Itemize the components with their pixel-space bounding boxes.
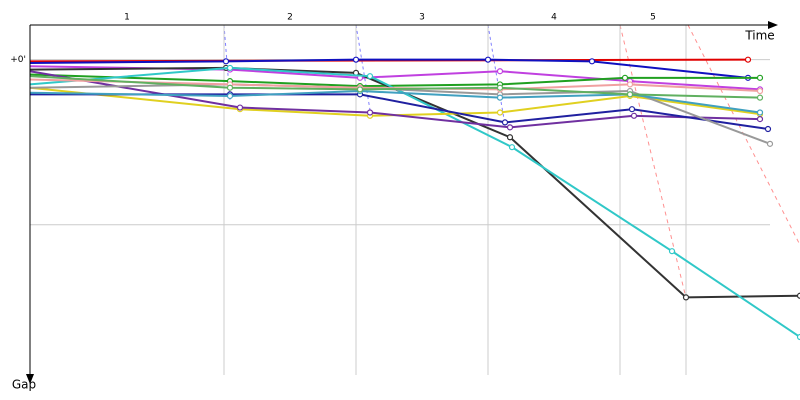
series-line <box>29 75 761 99</box>
x-axis-arrow <box>768 21 778 29</box>
series-line <box>29 90 761 114</box>
series-line <box>29 58 749 79</box>
point <box>226 84 234 91</box>
point <box>626 91 634 98</box>
point <box>630 112 638 119</box>
lap-label: 2 <box>287 13 293 23</box>
lap-dash <box>355 24 371 111</box>
point <box>356 86 364 93</box>
point <box>506 134 514 141</box>
point <box>352 56 360 63</box>
point <box>366 109 374 116</box>
point <box>756 74 764 81</box>
point <box>496 84 504 91</box>
point <box>226 92 234 100</box>
point <box>764 125 772 133</box>
point <box>766 140 774 147</box>
point <box>508 144 516 151</box>
lap-label: 1 <box>124 13 130 23</box>
point <box>756 94 764 101</box>
point <box>506 124 514 131</box>
lap-label: 4 <box>551 13 557 23</box>
lines <box>29 56 800 341</box>
point <box>796 333 800 341</box>
y-axis-arrow <box>26 374 34 384</box>
lap-label: 3 <box>419 13 425 23</box>
point <box>366 73 374 80</box>
y-axis-label: Gap <box>12 378 36 392</box>
lap-dash <box>487 24 506 126</box>
point <box>496 68 504 75</box>
point <box>628 106 636 113</box>
point <box>756 109 764 116</box>
point <box>496 109 504 116</box>
series-line <box>29 73 760 88</box>
point <box>796 292 800 299</box>
lap-label: 5 <box>650 13 656 23</box>
y-tick-label: +0' <box>10 55 26 65</box>
x-axis-label: Time <box>744 29 774 43</box>
decoration <box>223 24 800 299</box>
point <box>484 56 492 63</box>
series-line <box>30 93 769 130</box>
point <box>626 81 634 88</box>
series-line <box>29 66 800 338</box>
point <box>682 294 690 301</box>
point <box>222 58 230 65</box>
point <box>756 116 764 123</box>
point <box>236 104 244 111</box>
series-line <box>29 70 761 129</box>
series-line <box>29 66 800 299</box>
point <box>588 58 596 65</box>
point <box>756 87 764 95</box>
point <box>496 94 504 101</box>
point <box>226 64 234 72</box>
point <box>668 248 676 255</box>
point <box>744 56 752 63</box>
point <box>501 119 509 126</box>
point <box>621 74 629 81</box>
